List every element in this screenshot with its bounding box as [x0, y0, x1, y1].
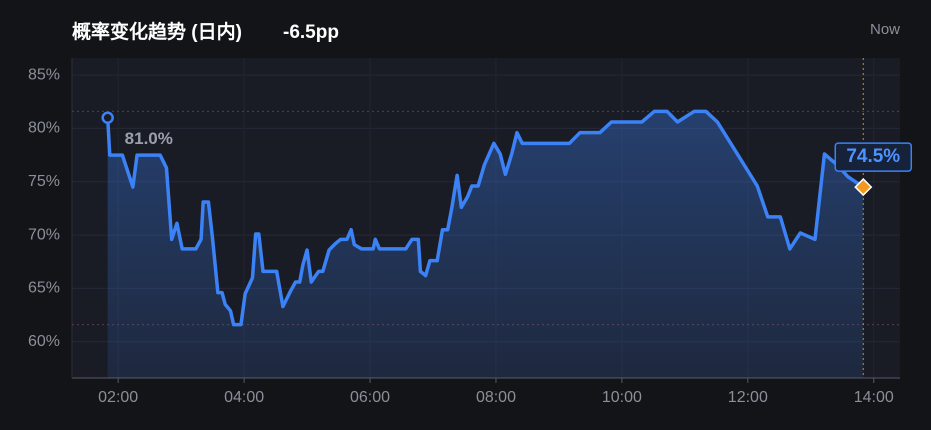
- y-tick-label: 70%: [28, 226, 60, 243]
- y-tick-label: 60%: [28, 333, 60, 350]
- x-tick-label: 14:00: [854, 389, 894, 406]
- now-label: Now: [870, 21, 900, 38]
- x-tick-label: 08:00: [476, 389, 516, 406]
- value-label: 81.0%: [125, 129, 173, 148]
- area: [107, 111, 864, 378]
- line: [105, 109, 865, 327]
- y-tick-label: 85%: [28, 66, 60, 83]
- x-tick-label: 10:00: [602, 389, 642, 406]
- end-marker: [854, 178, 873, 197]
- x-tick-label: 04:00: [224, 389, 264, 406]
- y-tick-label: 75%: [28, 173, 60, 190]
- chart-title: 概率变化趋势 (日内): [72, 20, 242, 43]
- value-label: 74.5%: [846, 146, 900, 167]
- value-label-box: [834, 142, 913, 172]
- start-marker: [101, 111, 114, 124]
- x-tick-label: 02:00: [98, 389, 138, 406]
- y-tick-label: 80%: [28, 120, 60, 137]
- change: -6.5pp: [283, 22, 339, 43]
- x-tick-label: 06:00: [350, 389, 390, 406]
- x-tick-label: 12:00: [728, 389, 768, 406]
- y-tick-label: 65%: [28, 280, 60, 297]
